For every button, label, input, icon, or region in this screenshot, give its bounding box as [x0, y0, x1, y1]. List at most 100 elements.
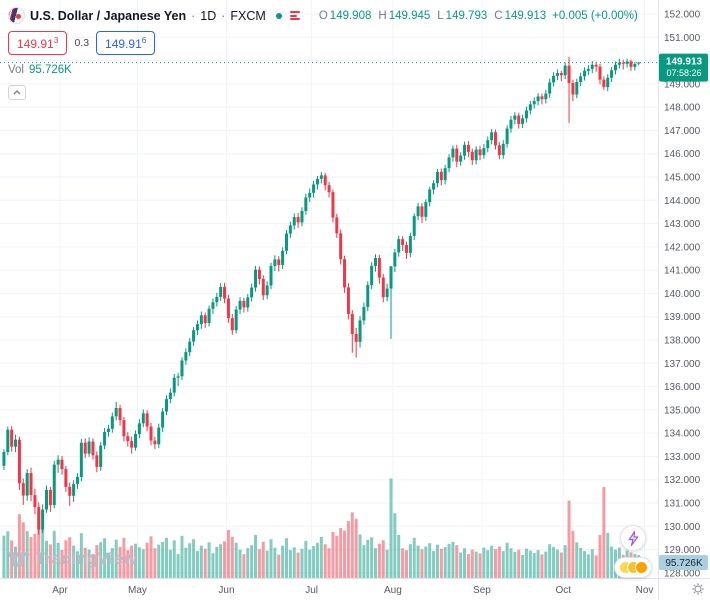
volume-axis-text: 95.726K — [665, 558, 703, 569]
news-icon[interactable] — [289, 10, 300, 22]
buy-button[interactable]: 149.916 — [96, 31, 156, 55]
volume-bar — [339, 528, 343, 578]
candle-body — [64, 469, 68, 487]
candle-body — [466, 144, 470, 152]
volume-bar — [315, 542, 319, 578]
exchange-label[interactable]: FXCM — [230, 8, 266, 23]
candle-body — [172, 377, 176, 393]
candle-body — [366, 285, 370, 307]
volume-bar — [598, 534, 602, 578]
volume-bar — [428, 543, 432, 578]
candle-body — [219, 286, 223, 297]
candle-body — [621, 62, 625, 64]
candle-body — [490, 132, 494, 141]
volume-bar — [606, 533, 610, 578]
volume-bar — [490, 545, 494, 578]
candle-body — [397, 239, 401, 253]
candle-body — [157, 427, 161, 445]
volume-bar — [610, 546, 614, 578]
candle-body — [312, 184, 316, 193]
price-tick-label: 141.000 — [664, 266, 701, 277]
volume-bar — [331, 532, 335, 578]
candle-body — [52, 464, 56, 506]
volume-bar — [579, 548, 583, 578]
reactions-button[interactable] — [614, 557, 652, 578]
candle-body — [114, 408, 118, 417]
candle-body — [377, 258, 381, 278]
candle-body — [284, 233, 288, 251]
volume-bar — [6, 531, 10, 578]
price-tick-label: 143.000 — [664, 219, 701, 230]
volume-bar — [72, 545, 76, 578]
candle-body — [389, 266, 393, 289]
candle-body — [637, 62, 641, 64]
sell-button[interactable]: 149.913 — [8, 31, 68, 55]
settings-gear-icon[interactable] — [700, 591, 703, 594]
volume-legend-row[interactable]: Vol 95.726K — [8, 64, 638, 76]
candle-body — [555, 73, 559, 76]
interval-label[interactable]: 1D — [200, 8, 217, 23]
volume-bar — [75, 551, 79, 578]
price-tick-label: 128.000 — [664, 568, 701, 579]
market-status-dot — [275, 12, 282, 19]
price-tick-label: 152.000 — [664, 9, 701, 20]
volume-bar — [474, 551, 478, 578]
volume-bar — [226, 529, 230, 578]
volume-bar — [524, 548, 528, 578]
volume-bar — [532, 553, 536, 578]
candle-body — [501, 143, 505, 156]
candle-body — [230, 318, 234, 331]
volume-bar — [118, 546, 122, 578]
settings-gear-icon[interactable] — [693, 591, 696, 594]
volume-bar — [48, 544, 52, 578]
legend-collapse-button[interactable] — [8, 85, 26, 100]
candle-body — [45, 489, 49, 510]
volume-bar — [346, 521, 350, 578]
volume-bar — [234, 542, 238, 578]
candle-body — [331, 192, 335, 218]
open-label: O — [318, 9, 328, 22]
candle-body — [432, 183, 436, 190]
quick-trade-lightning-button[interactable] — [620, 525, 646, 551]
volume-bar — [308, 549, 312, 578]
candle-body — [37, 506, 41, 530]
volume-bar — [203, 548, 207, 578]
candle-body — [536, 96, 540, 102]
candle-body — [629, 61, 633, 67]
settings-gear-icon[interactable] — [694, 585, 702, 593]
volume-bar — [528, 550, 532, 578]
settings-gear-icon[interactable] — [693, 584, 696, 587]
volume-bar — [424, 546, 428, 578]
candle-body — [14, 439, 18, 447]
volume-bar — [110, 548, 114, 578]
settings-gear-icon[interactable] — [700, 584, 703, 587]
candle-body — [571, 82, 575, 95]
candle-body — [188, 341, 192, 353]
volume-bar — [137, 547, 141, 578]
candle-body — [606, 77, 610, 88]
price-tick-label: 135.000 — [664, 405, 701, 416]
time-tick-label: Nov — [636, 585, 654, 596]
candle-body — [521, 118, 525, 124]
candle-body — [48, 489, 52, 506]
candle-body — [165, 399, 168, 412]
price-axis[interactable] — [659, 0, 710, 600]
emoji-circle-icon — [634, 561, 648, 574]
volume-bar — [17, 514, 21, 578]
candle-body — [424, 202, 428, 217]
bar-countdown-text: 07:58:26 — [666, 68, 701, 78]
symbol-title[interactable]: U.S. Dollar / Japanese Yen — [30, 8, 187, 23]
close-value: 149.913 — [504, 9, 547, 22]
symbol-flag-icon — [8, 7, 25, 24]
candle-body — [223, 286, 227, 299]
candle-body — [192, 330, 196, 342]
volume-bar — [513, 552, 517, 578]
volume-bar — [180, 535, 184, 578]
symbol-title-row[interactable]: U.S. Dollar / Japanese Yen · 1D · FXCM O… — [8, 7, 638, 24]
candle-body — [583, 70, 587, 77]
time-tick-label: Jun — [218, 585, 234, 596]
time-axis[interactable] — [0, 579, 710, 600]
last-price-axis-label[interactable] — [659, 53, 708, 82]
